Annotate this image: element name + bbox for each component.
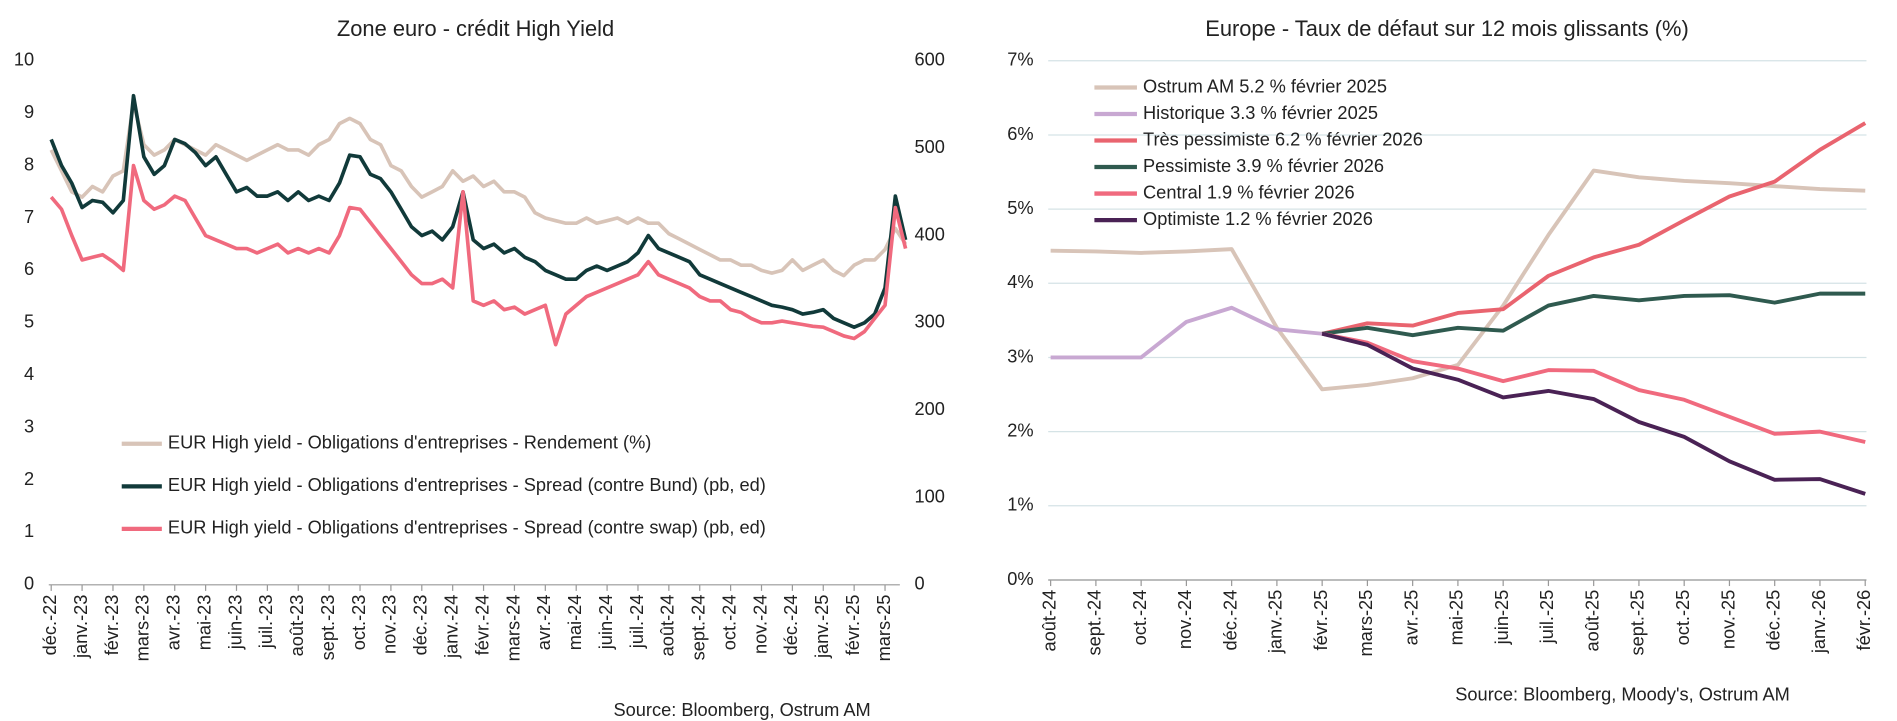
y2-tick-label: 500 bbox=[914, 136, 944, 157]
x-tick-label: déc.-22 bbox=[39, 595, 60, 656]
y-tick-label: 0% bbox=[1007, 568, 1033, 589]
x-tick-label: sept.-25 bbox=[1627, 590, 1648, 656]
x-tick-label: oct.-24 bbox=[1129, 590, 1150, 646]
x-tick-label: mars-24 bbox=[502, 595, 523, 662]
x-tick-label: sept.-24 bbox=[688, 595, 709, 661]
x-tick-label: août-25 bbox=[1581, 590, 1602, 652]
chart-title: Europe - Taux de défaut sur 12 mois glis… bbox=[1205, 16, 1689, 41]
x-tick-label: déc.-25 bbox=[1763, 590, 1784, 651]
x-tick-label: août-24 bbox=[657, 595, 678, 657]
x-tick-label: oct.-25 bbox=[1672, 590, 1693, 646]
y-tick-label: 3 bbox=[24, 415, 34, 436]
y-tick-label: 0 bbox=[24, 573, 34, 594]
x-tick-label: déc.-24 bbox=[1219, 590, 1240, 651]
legend-label: Historique 3.3 % février 2025 bbox=[1143, 102, 1378, 123]
x-tick-label: févr.-26 bbox=[1853, 590, 1874, 651]
x-tick-label: mai-24 bbox=[564, 595, 585, 651]
source: Source: Bloomberg, Moody's, Ostrum AM bbox=[1455, 683, 1790, 704]
x-tick-label: sept.-23 bbox=[317, 595, 338, 661]
y-tick-label: 7 bbox=[24, 206, 34, 227]
x-tick-label: janv.-24 bbox=[440, 595, 461, 659]
x-tick-label: févr.-24 bbox=[471, 595, 492, 656]
legend-label: Ostrum AM 5.2 % février 2025 bbox=[1143, 75, 1387, 96]
y-tick-label: 7% bbox=[1007, 49, 1033, 70]
y-tick-label: 2 bbox=[24, 468, 34, 489]
y-tick-label: 9 bbox=[24, 101, 34, 122]
y-tick-label: 6% bbox=[1007, 123, 1033, 144]
series-line bbox=[1321, 331, 1866, 444]
series-line bbox=[1321, 291, 1866, 338]
x-tick-label: juin-24 bbox=[595, 595, 616, 651]
x-tick-label: févr.-25 bbox=[842, 595, 863, 656]
y-tick-label: 8 bbox=[24, 153, 34, 174]
y2-tick-label: 600 bbox=[914, 49, 944, 70]
legend-label: Central 1.9 % février 2026 bbox=[1143, 181, 1355, 202]
x-tick-label: juil.-25 bbox=[1536, 590, 1557, 645]
series-line bbox=[1050, 168, 1866, 392]
legend-label: EUR High yield - Obligations d'entrepris… bbox=[168, 474, 766, 495]
y-tick-label: 4 bbox=[24, 363, 34, 384]
x-tick-label: oct.-23 bbox=[348, 595, 369, 651]
legend-label: Très pessimiste 6.2 % février 2026 bbox=[1143, 128, 1423, 149]
legend-label: EUR High yield - Obligations d'entrepris… bbox=[168, 517, 766, 538]
x-tick-label: avr.-25 bbox=[1400, 590, 1421, 646]
y-tick-label: 4% bbox=[1007, 271, 1033, 292]
x-tick-label: nov.-24 bbox=[749, 595, 770, 654]
x-tick-label: nov.-25 bbox=[1717, 590, 1738, 649]
x-tick-label: juin-23 bbox=[224, 595, 245, 651]
series-line bbox=[49, 93, 908, 330]
x-tick-label: mai-25 bbox=[1446, 590, 1467, 646]
x-tick-label: août-24 bbox=[1038, 590, 1059, 652]
series-line bbox=[1321, 121, 1867, 336]
y2-tick-label: 400 bbox=[914, 223, 944, 244]
y-tick-label: 1% bbox=[1007, 494, 1033, 515]
y-tick-label: 5 bbox=[24, 311, 34, 332]
x-tick-label: févr.-25 bbox=[1310, 590, 1331, 651]
x-tick-label: juil.-23 bbox=[255, 595, 276, 650]
y-tick-label: 6 bbox=[24, 258, 34, 279]
y2-tick-label: 300 bbox=[914, 311, 944, 332]
x-tick-label: mars-23 bbox=[132, 595, 153, 662]
legend-label: Pessimiste 3.9 % février 2026 bbox=[1143, 155, 1384, 176]
series-line bbox=[1050, 305, 1323, 360]
x-tick-label: janv.-23 bbox=[70, 595, 91, 659]
x-tick-label: déc.-23 bbox=[410, 595, 431, 656]
x-tick-label: janv.-25 bbox=[1265, 590, 1286, 654]
y-tick-label: 2% bbox=[1007, 419, 1033, 440]
x-tick-label: mai-23 bbox=[193, 595, 214, 651]
x-tick-label: janv.-25 bbox=[811, 595, 832, 659]
x-tick-label: févr.-23 bbox=[101, 595, 122, 656]
chart-title: Zone euro - crédit High Yield bbox=[337, 16, 614, 41]
x-tick-label: avr.-23 bbox=[163, 595, 184, 651]
x-tick-label: nov.-24 bbox=[1174, 590, 1195, 649]
y-tick-label: 3% bbox=[1007, 345, 1033, 366]
x-tick-label: sept.-24 bbox=[1084, 590, 1105, 656]
y-tick-label: 10 bbox=[14, 49, 34, 70]
x-tick-label: avr.-24 bbox=[533, 595, 554, 651]
x-tick-label: août-23 bbox=[286, 595, 307, 657]
y2-tick-label: 200 bbox=[914, 398, 944, 419]
y2-tick-label: 0 bbox=[914, 573, 924, 594]
x-tick-label: juin-25 bbox=[1491, 590, 1512, 646]
y-tick-label: 1 bbox=[24, 520, 34, 541]
y-tick-label: 5% bbox=[1007, 197, 1033, 218]
series-line bbox=[49, 163, 908, 347]
y2-tick-label: 100 bbox=[914, 485, 944, 506]
x-tick-label: mars-25 bbox=[873, 595, 894, 662]
x-tick-label: oct.-24 bbox=[718, 595, 739, 651]
x-tick-label: mars-25 bbox=[1355, 590, 1376, 657]
x-tick-label: janv.-26 bbox=[1808, 590, 1829, 654]
series-line bbox=[49, 100, 908, 278]
legend-label: EUR High yield - Obligations d'entrepris… bbox=[168, 432, 651, 453]
x-tick-label: déc.-24 bbox=[780, 595, 801, 656]
x-tick-label: juil.-24 bbox=[626, 595, 647, 650]
source: Source: Bloomberg, Ostrum AM bbox=[613, 699, 870, 720]
series-line bbox=[1321, 331, 1866, 496]
legend-label: Optimiste 1.2 % février 2026 bbox=[1143, 208, 1373, 229]
x-tick-label: nov.-23 bbox=[379, 595, 400, 654]
